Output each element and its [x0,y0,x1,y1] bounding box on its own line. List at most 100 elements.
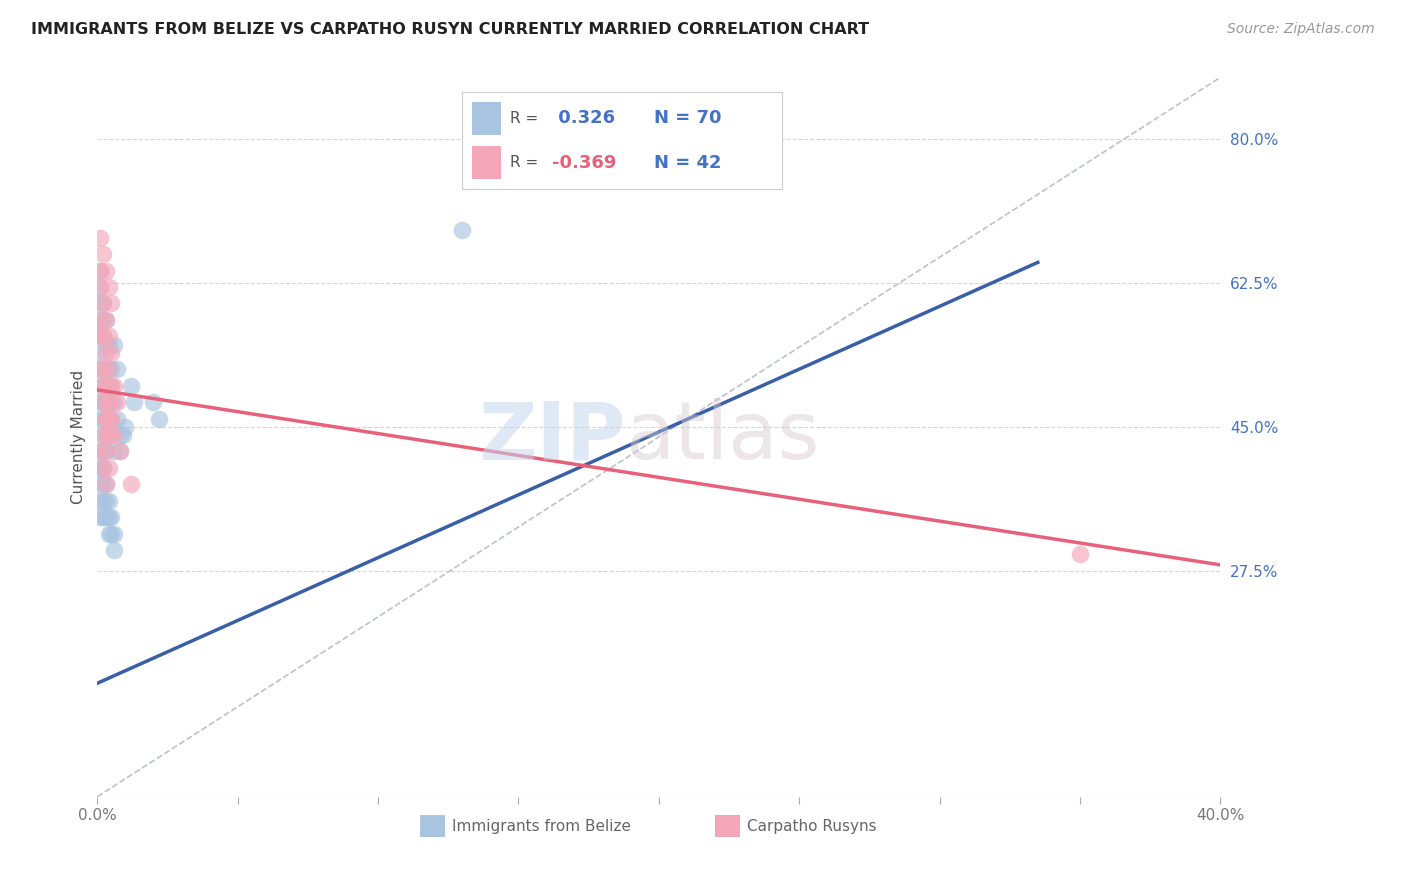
Point [89,313,111,327]
Point [105,395,128,409]
Text: Carpatho Rusyns: Carpatho Rusyns [748,819,877,834]
Point [100,395,122,409]
Point [148,411,170,425]
Point [94,378,117,392]
Point [89,362,111,376]
Point [100,510,122,524]
Point [103,444,125,458]
Text: IMMIGRANTS FROM BELIZE VS CARPATHO RUSYN CURRENTLY MARRIED CORRELATION CHART: IMMIGRANTS FROM BELIZE VS CARPATHO RUSYN… [31,22,869,37]
Point [100,378,122,392]
Point [91,461,114,475]
Point [108,428,131,442]
Point [94,395,117,409]
Point [89,493,111,508]
Point [103,526,125,541]
Text: Immigrants from Belize: Immigrants from Belize [453,819,631,834]
Point [120,378,142,392]
Point [91,428,114,442]
Point [100,411,122,425]
Point [94,313,117,327]
Point [89,395,111,409]
Point [89,263,111,277]
Point [94,362,117,376]
Point [91,378,114,392]
Point [91,329,114,343]
Point [89,329,111,343]
Y-axis label: Currently Married: Currently Married [72,370,86,504]
Point [94,411,117,425]
Point [105,411,128,425]
Point [94,313,117,327]
Point [94,477,117,491]
Point [91,428,114,442]
Point [91,362,114,376]
Point [142,395,165,409]
Point [89,477,111,491]
Point [91,313,114,327]
Point [97,428,120,442]
Point [91,395,114,409]
Point [103,428,125,442]
Point [89,444,111,458]
Point [89,231,111,245]
Point [97,395,120,409]
Point [94,378,117,392]
Point [89,313,111,327]
Point [100,296,122,310]
Point [89,263,111,277]
Point [103,395,125,409]
Point [91,329,114,343]
Point [91,510,114,524]
Point [91,395,114,409]
Point [120,477,142,491]
Point [97,337,120,351]
Point [100,411,122,425]
Point [91,477,114,491]
Point [97,461,120,475]
Point [94,510,117,524]
Point [89,280,111,294]
Point [105,362,128,376]
Text: Source: ZipAtlas.com: Source: ZipAtlas.com [1227,22,1375,37]
Point [91,296,114,310]
Point [94,337,117,351]
Point [108,444,131,458]
Point [89,510,111,524]
Point [97,428,120,442]
Text: atlas: atlas [626,398,820,476]
Point [91,444,114,458]
Point [91,378,114,392]
Point [97,510,120,524]
Point [89,411,111,425]
Point [89,280,111,294]
Point [89,444,111,458]
Point [94,411,117,425]
Point [103,543,125,558]
Point [94,263,117,277]
Text: ZIP: ZIP [478,398,626,476]
Point [108,444,131,458]
Point [97,378,120,392]
Point [91,461,114,475]
Point [89,296,111,310]
Point [103,378,125,392]
Point [97,362,120,376]
Point [97,395,120,409]
Point [97,329,120,343]
Point [91,461,114,475]
Point [94,477,117,491]
Point [91,411,114,425]
Point [100,362,122,376]
Point [97,280,120,294]
Point [91,296,114,310]
Point [94,444,117,458]
Point [97,526,120,541]
Point [91,493,114,508]
Point [89,362,111,376]
Point [97,428,120,442]
Point [91,247,114,261]
Point [451,222,474,236]
Point [94,493,117,508]
Point [94,444,117,458]
Point [1069,547,1091,561]
